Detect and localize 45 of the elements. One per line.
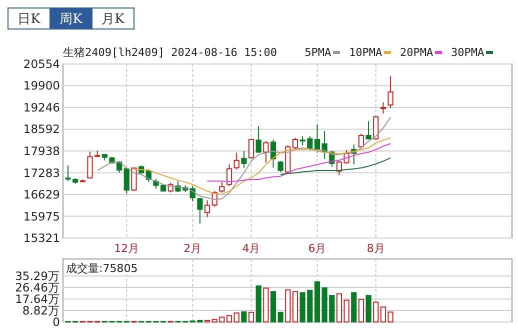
bar xyxy=(314,281,320,322)
bar xyxy=(234,312,240,322)
bar xyxy=(366,295,372,322)
x-tick-label: 8月 xyxy=(366,242,385,255)
bar xyxy=(241,311,247,322)
y-tick-label: 15975 xyxy=(23,209,60,224)
legend-label: 10PMA xyxy=(349,46,382,59)
y-tick-label: 8.82万 xyxy=(22,304,60,318)
bar xyxy=(256,285,262,322)
y-tick-label: 19900 xyxy=(23,78,60,93)
y-tick-label: 20554 xyxy=(23,57,60,71)
candlestick xyxy=(380,102,386,114)
x-tick-label: 4月 xyxy=(242,242,260,255)
x-tick-label: 2月 xyxy=(184,242,202,255)
y-tick-label: 26.46万 xyxy=(15,280,60,295)
y-tick-label: 15321 xyxy=(23,231,60,245)
bar xyxy=(248,312,254,322)
candlestick xyxy=(204,200,210,218)
x-tick-label: 12月 xyxy=(114,242,140,255)
bar xyxy=(351,292,357,322)
bar xyxy=(292,291,298,322)
y-tick-label: 16629 xyxy=(23,188,60,202)
text: 月K xyxy=(102,12,125,27)
bar xyxy=(285,289,291,322)
bar xyxy=(278,312,284,322)
y-tick-label: 17283 xyxy=(23,166,60,180)
text: 周K xyxy=(60,12,83,27)
legend-label: 5PMA xyxy=(304,46,332,59)
y-tick-label: 18592 xyxy=(23,122,60,136)
bar xyxy=(226,315,232,322)
text: 成交量:75805 xyxy=(66,262,138,275)
y-tick-label: 19246 xyxy=(23,100,60,114)
y-tick-label: 17938 xyxy=(23,144,60,158)
bar xyxy=(373,302,379,322)
y-tick-label: 0 xyxy=(52,315,60,328)
text: 日K xyxy=(18,12,41,27)
x-tick-label: 6月 xyxy=(308,242,326,255)
chart-title: 生猪2409[lh2409] 2024-08-16 15:00 xyxy=(63,46,278,59)
y-tick-label: 35.29万 xyxy=(15,269,60,283)
y-tick-label: 17.64万 xyxy=(15,292,60,306)
bar xyxy=(263,288,269,322)
legend-label: 30PMA xyxy=(451,46,484,59)
legend-label: 20PMA xyxy=(400,46,434,59)
bar xyxy=(270,291,276,322)
bar xyxy=(358,298,364,322)
